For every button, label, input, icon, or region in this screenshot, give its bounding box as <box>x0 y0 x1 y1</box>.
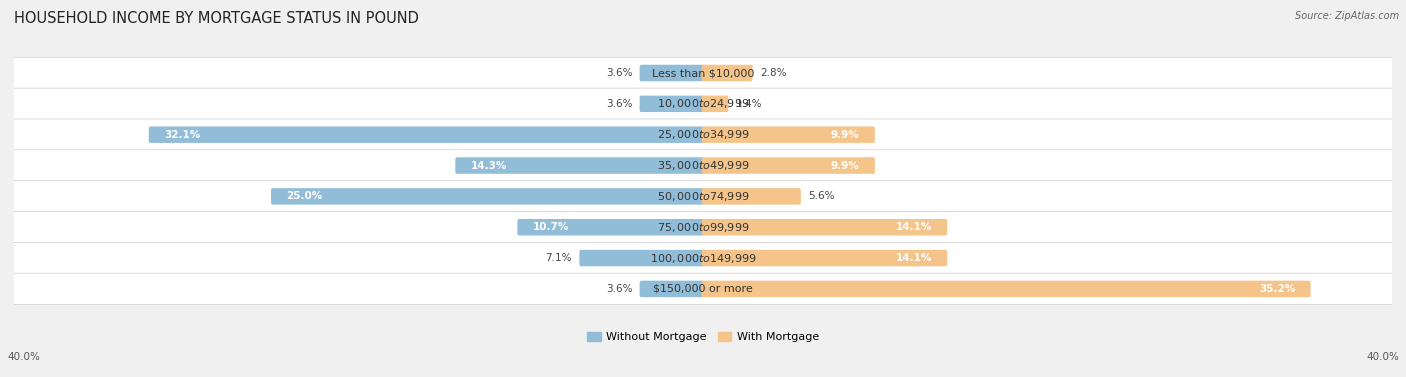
Text: $35,000 to $49,999: $35,000 to $49,999 <box>657 159 749 172</box>
Text: 40.0%: 40.0% <box>1367 352 1399 362</box>
FancyBboxPatch shape <box>11 119 1395 150</box>
FancyBboxPatch shape <box>702 157 875 174</box>
FancyBboxPatch shape <box>702 188 801 205</box>
Text: $75,000 to $99,999: $75,000 to $99,999 <box>657 221 749 234</box>
FancyBboxPatch shape <box>11 211 1395 243</box>
FancyBboxPatch shape <box>11 273 1395 305</box>
Text: $100,000 to $149,999: $100,000 to $149,999 <box>650 251 756 265</box>
FancyBboxPatch shape <box>702 250 948 266</box>
Text: 7.1%: 7.1% <box>546 253 572 263</box>
FancyBboxPatch shape <box>456 157 704 174</box>
FancyBboxPatch shape <box>11 242 1395 274</box>
FancyBboxPatch shape <box>702 65 752 81</box>
Text: 3.6%: 3.6% <box>606 284 633 294</box>
Text: 14.1%: 14.1% <box>896 253 932 263</box>
Text: 35.2%: 35.2% <box>1260 284 1295 294</box>
FancyBboxPatch shape <box>702 96 728 112</box>
FancyBboxPatch shape <box>640 96 704 112</box>
FancyBboxPatch shape <box>579 250 704 266</box>
FancyBboxPatch shape <box>640 65 704 81</box>
Text: 9.9%: 9.9% <box>831 161 859 170</box>
Text: 3.6%: 3.6% <box>606 99 633 109</box>
FancyBboxPatch shape <box>640 281 704 297</box>
Text: 9.9%: 9.9% <box>831 130 859 140</box>
Text: 14.3%: 14.3% <box>471 161 506 170</box>
Text: $10,000 to $24,999: $10,000 to $24,999 <box>657 97 749 110</box>
Text: 25.0%: 25.0% <box>287 192 322 201</box>
FancyBboxPatch shape <box>11 150 1395 181</box>
Text: HOUSEHOLD INCOME BY MORTGAGE STATUS IN POUND: HOUSEHOLD INCOME BY MORTGAGE STATUS IN P… <box>14 11 419 26</box>
FancyBboxPatch shape <box>11 181 1395 212</box>
Text: 3.6%: 3.6% <box>606 68 633 78</box>
FancyBboxPatch shape <box>702 219 948 236</box>
FancyBboxPatch shape <box>517 219 704 236</box>
Text: 1.4%: 1.4% <box>735 99 762 109</box>
Text: 14.1%: 14.1% <box>896 222 932 232</box>
Text: $150,000 or more: $150,000 or more <box>654 284 752 294</box>
FancyBboxPatch shape <box>702 281 1310 297</box>
Text: Less than $10,000: Less than $10,000 <box>652 68 754 78</box>
Text: 32.1%: 32.1% <box>165 130 200 140</box>
Text: 5.6%: 5.6% <box>808 192 835 201</box>
Legend: Without Mortgage, With Mortgage: Without Mortgage, With Mortgage <box>582 327 824 346</box>
FancyBboxPatch shape <box>702 126 875 143</box>
FancyBboxPatch shape <box>149 126 704 143</box>
Text: $25,000 to $34,999: $25,000 to $34,999 <box>657 128 749 141</box>
FancyBboxPatch shape <box>271 188 704 205</box>
Text: 40.0%: 40.0% <box>7 352 39 362</box>
FancyBboxPatch shape <box>11 88 1395 120</box>
Text: $50,000 to $74,999: $50,000 to $74,999 <box>657 190 749 203</box>
Text: 10.7%: 10.7% <box>533 222 569 232</box>
FancyBboxPatch shape <box>11 57 1395 89</box>
Text: Source: ZipAtlas.com: Source: ZipAtlas.com <box>1295 11 1399 21</box>
Text: 2.8%: 2.8% <box>759 68 786 78</box>
